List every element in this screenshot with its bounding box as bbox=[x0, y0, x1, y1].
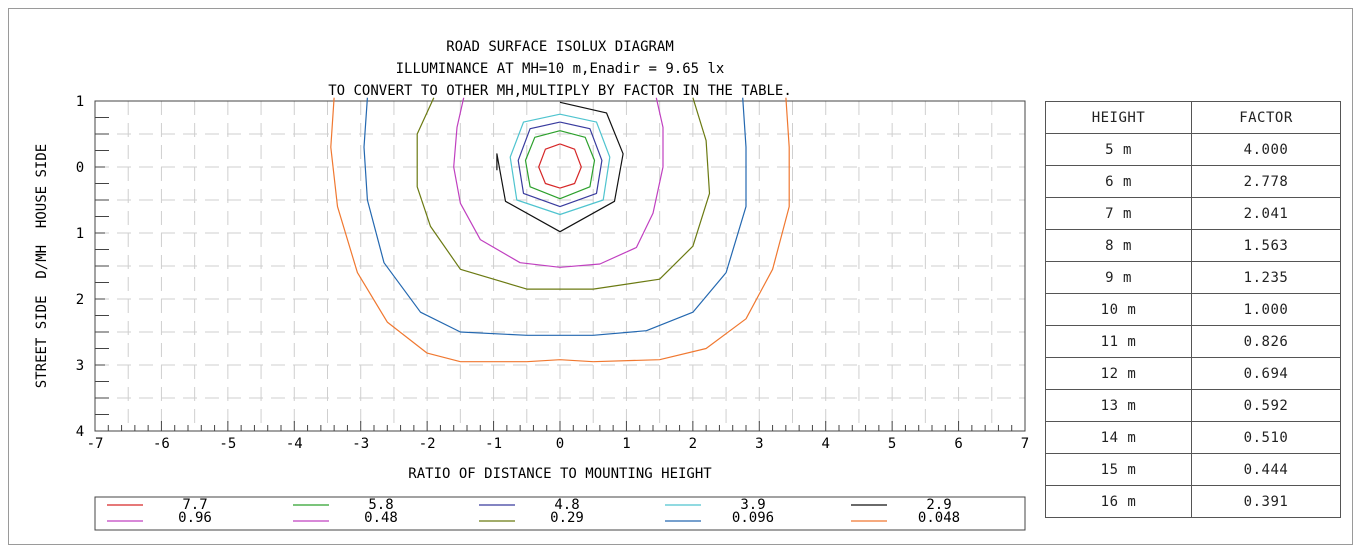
y-tick-label: 1 bbox=[76, 94, 84, 110]
x-tick-label: -7 bbox=[87, 436, 104, 452]
isolux-contour-0.29 bbox=[363, 97, 747, 336]
isolux-contour-2.9 bbox=[496, 101, 624, 233]
isolux-contour-0.48 bbox=[416, 97, 711, 290]
legend-label-top: 7.7 bbox=[182, 497, 207, 513]
factor-table-row: 7 m 2.041 bbox=[1045, 197, 1341, 230]
figure-frame bbox=[8, 8, 1353, 545]
factor-cell: 1.000 bbox=[1191, 293, 1341, 326]
factor-table-row: 11 m 0.826 bbox=[1045, 325, 1341, 358]
height-cell: 8 m bbox=[1045, 229, 1192, 262]
factor-cell: 0.694 bbox=[1191, 357, 1341, 390]
x-tick-label: 4 bbox=[821, 436, 829, 452]
height-cell: 16 m bbox=[1045, 485, 1192, 518]
y-tick-label: 2 bbox=[76, 292, 84, 308]
x-tick-labels: -7 -6 -5 -4 -3 -2 -1 0 1 2 3 4 5 6 7 bbox=[87, 436, 1030, 452]
height-column-header: HEIGHT bbox=[1045, 101, 1192, 134]
mounting-height-factor-table: HEIGHT FACTOR 5 m 4.000 6 m 2.778 7 m 2.041 8 … bbox=[1045, 101, 1341, 518]
isolux-contour-0.096 bbox=[330, 97, 790, 363]
x-tick-label: -6 bbox=[153, 436, 170, 452]
height-cell: 10 m bbox=[1045, 293, 1192, 326]
factor-table-row: 9 m 1.235 bbox=[1045, 261, 1341, 294]
y-axis-label: STREET SIDE D/MH HOUSE SIDE bbox=[34, 144, 50, 388]
isolux-chart: ROAD SURFACE ISOLUX DIAGRAM ILLUMINANCE … bbox=[34, 39, 1030, 531]
legend-label-top: 5.8 bbox=[368, 497, 393, 513]
x-tick-label: -4 bbox=[286, 436, 303, 452]
x-tick-label: 6 bbox=[954, 436, 962, 452]
x-tick-label: 5 bbox=[888, 436, 896, 452]
y-tick-label: 4 bbox=[76, 424, 84, 440]
legend-label-top: 3.9 bbox=[740, 497, 765, 513]
factor-cell: 2.041 bbox=[1191, 197, 1341, 230]
x-tick-label: 3 bbox=[755, 436, 763, 452]
x-tick-label: 2 bbox=[689, 436, 697, 452]
height-cell: 9 m bbox=[1045, 261, 1192, 294]
factor-table-row: 13 m 0.592 bbox=[1045, 389, 1341, 422]
chart-title-line-3: TO CONVERT TO OTHER MH,MULTIPLY BY FACTO… bbox=[328, 83, 792, 99]
isolux-contour-3.9 bbox=[509, 113, 611, 216]
factor-cell: 1.563 bbox=[1191, 229, 1341, 262]
y-tick-label: 0 bbox=[76, 160, 84, 176]
isolux-contour-5.8 bbox=[524, 130, 596, 200]
height-cell: 14 m bbox=[1045, 421, 1192, 454]
factor-table-row: 5 m 4.000 bbox=[1045, 133, 1341, 166]
height-cell: 12 m bbox=[1045, 357, 1192, 390]
factor-cell: 0.391 bbox=[1191, 485, 1341, 518]
factor-cell: 0.592 bbox=[1191, 389, 1341, 422]
factor-table-row: 14 m 0.510 bbox=[1045, 421, 1341, 454]
isolux-contour-7.7 bbox=[538, 143, 582, 189]
x-tick-label: -5 bbox=[219, 436, 236, 452]
height-cell: 11 m bbox=[1045, 325, 1192, 358]
x-tick-label: -2 bbox=[419, 436, 436, 452]
legend-label-top: 2.9 bbox=[926, 497, 951, 513]
factor-table-row: 8 m 1.563 bbox=[1045, 229, 1341, 262]
factor-cell: 4.000 bbox=[1191, 133, 1341, 166]
factor-table-row: 10 m 1.000 bbox=[1045, 293, 1341, 326]
height-cell: 6 m bbox=[1045, 165, 1192, 198]
chart-title-line-2: ILLUMINANCE AT MH=10 m,Enadir = 9.65 lx bbox=[396, 61, 725, 77]
legend-label-bottom: 0.096 bbox=[732, 510, 774, 526]
isolux-contour-0.96 bbox=[453, 97, 664, 268]
factor-cell: 1.235 bbox=[1191, 261, 1341, 294]
y-tick-labels: 1 0 1 2 3 4 bbox=[76, 94, 84, 440]
x-tick-label: 0 bbox=[556, 436, 564, 452]
legend-label-bottom: 0.48 bbox=[364, 510, 398, 526]
y-tick-label: 1 bbox=[76, 226, 84, 242]
height-cell: 7 m bbox=[1045, 197, 1192, 230]
legend-label-bottom: 0.048 bbox=[918, 510, 960, 526]
x-axis-label: RATIO OF DISTANCE TO MOUNTING HEIGHT bbox=[408, 466, 712, 482]
legend-label-top: 4.8 bbox=[554, 497, 579, 513]
factor-table-header-row: HEIGHT FACTOR bbox=[1045, 101, 1341, 134]
axis-ticks bbox=[94, 100, 1026, 432]
legend: 7.70.96 5.80.48 4.80.29 3.90.096 2.90.048 bbox=[107, 497, 960, 526]
factor-cell: 2.778 bbox=[1191, 165, 1341, 198]
height-cell: 13 m bbox=[1045, 389, 1192, 422]
legend-label-bottom: 0.96 bbox=[178, 510, 212, 526]
x-tick-label: -3 bbox=[352, 436, 369, 452]
factor-column-header: FACTOR bbox=[1191, 101, 1341, 134]
height-cell: 5 m bbox=[1045, 133, 1192, 166]
x-tick-label: 1 bbox=[622, 436, 630, 452]
y-tick-label: 3 bbox=[76, 358, 84, 374]
factor-cell: 0.826 bbox=[1191, 325, 1341, 358]
factor-table-row: 6 m 2.778 bbox=[1045, 165, 1341, 198]
isolux-contour-4.8 bbox=[517, 121, 603, 208]
legend-label-bottom: 0.29 bbox=[550, 510, 584, 526]
factor-table-row: 15 m 0.444 bbox=[1045, 453, 1341, 486]
x-tick-label: 7 bbox=[1021, 436, 1029, 452]
grid bbox=[95, 101, 1025, 431]
factor-cell: 0.510 bbox=[1191, 421, 1341, 454]
x-tick-label: -1 bbox=[485, 436, 502, 452]
factor-cell: 0.444 bbox=[1191, 453, 1341, 486]
factor-table-row: 12 m 0.694 bbox=[1045, 357, 1341, 390]
isolux-contours bbox=[330, 97, 790, 363]
chart-title-line-1: ROAD SURFACE ISOLUX DIAGRAM bbox=[446, 39, 674, 55]
legend-box bbox=[94, 496, 1026, 531]
height-cell: 15 m bbox=[1045, 453, 1192, 486]
factor-table-row: 16 m 0.391 bbox=[1045, 485, 1341, 518]
